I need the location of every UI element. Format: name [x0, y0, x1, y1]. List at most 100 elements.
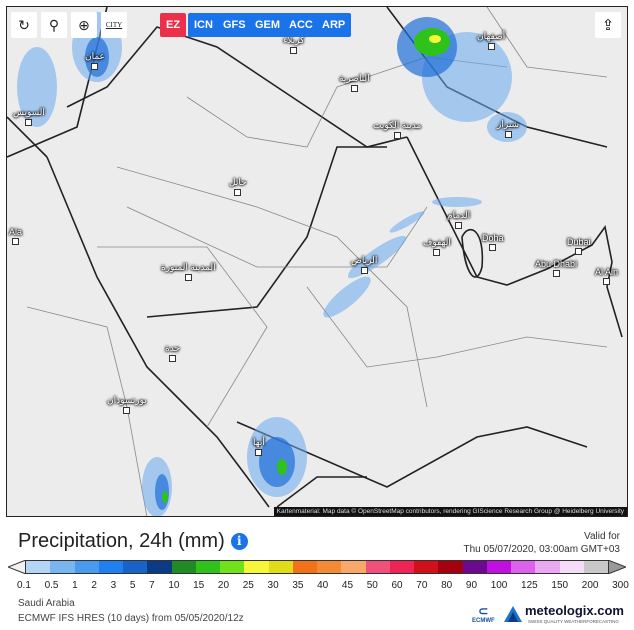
- scale-label: 150: [551, 580, 569, 591]
- info-icon[interactable]: i: [230, 533, 248, 550]
- location-button[interactable]: ⚲: [41, 12, 67, 38]
- scale-cell: [535, 561, 560, 573]
- map-pin-icon: ⚲: [48, 16, 60, 33]
- scale-label: 0.5: [44, 580, 59, 591]
- scale-cell: [511, 561, 536, 573]
- city-label: الهفوف: [423, 237, 451, 256]
- scale-cell: [268, 561, 293, 573]
- city-label: بورتسودان: [107, 395, 147, 414]
- city-label: مدينة الكويت: [373, 120, 421, 139]
- city-label: Doha: [482, 233, 504, 251]
- scale-label: 70: [416, 580, 428, 591]
- scale-cell: [195, 561, 220, 573]
- scale-label: 35: [292, 580, 304, 591]
- scale-label: 60: [391, 580, 403, 591]
- scale-cell: [341, 561, 366, 573]
- scale-label: 40: [317, 580, 329, 591]
- scale-cells: [25, 560, 609, 574]
- valid-time-value: Thu 05/07/2020, 03:00am GMT+03: [463, 544, 621, 555]
- scale-label: 1: [72, 580, 78, 591]
- scale-label: 30: [267, 580, 279, 591]
- city-label: الدمام: [447, 210, 470, 229]
- city-label: Abu Dhabi: [535, 259, 577, 277]
- ecmwf-logo: ⊂ ECMWF: [472, 604, 495, 624]
- model-acc-button[interactable]: ACC: [283, 13, 319, 37]
- region-label: Saudi Arabia: [18, 598, 75, 609]
- scale-cell: [74, 561, 99, 573]
- meteologix-logo-icon: [504, 606, 522, 622]
- scale-cell: [244, 561, 269, 573]
- scale-label: 100: [490, 580, 508, 591]
- city-label: عمان: [85, 51, 105, 70]
- city-label: أبها: [253, 437, 265, 456]
- valid-label: Valid for: [584, 531, 620, 542]
- legend-title: Precipitation, 24h (mm) i: [18, 530, 248, 553]
- share-button[interactable]: ⇪: [595, 12, 621, 38]
- scale-labels: 0.1 0.5 1 2 3 5 7 10 15 20 25 30 35 40 45 50 60 70 80 90 100…: [17, 580, 629, 591]
- scale-cell: [559, 561, 584, 573]
- city-label: السويس: [13, 107, 45, 126]
- scale-cell: [147, 561, 172, 573]
- scale-cell: [123, 561, 148, 573]
- city-toggle-button[interactable]: CITY: [101, 12, 127, 38]
- ecmwf-text: ECMWF: [472, 618, 495, 624]
- map-attribution: Kartenmaterial: Map data © OpenStreetMap…: [273, 507, 627, 516]
- model-gfs-button[interactable]: GFS: [217, 13, 252, 37]
- scale-label: 3: [110, 580, 117, 591]
- model-arp-button[interactable]: ARP: [316, 13, 352, 37]
- scale-cell: [389, 561, 414, 573]
- city-label: المدينة المنورة: [161, 262, 216, 281]
- city-label: Al Ain: [595, 267, 618, 285]
- model-run-label: ECMWF IFS HRES (10 days) from 05/05/2020…: [18, 613, 244, 624]
- scale-cell: [414, 561, 439, 573]
- city-label: حائل: [229, 177, 247, 196]
- scale-label: 25: [242, 580, 254, 591]
- scale-cell: [583, 561, 608, 573]
- city-label: أصفهان: [477, 31, 505, 50]
- scale-label: 7: [149, 580, 155, 591]
- scale-label: 5: [129, 580, 136, 591]
- scale-label: 300: [612, 580, 629, 591]
- weather-map[interactable]: Doha Abu Dhabi Dubai Al Ain الرياض المدي…: [6, 6, 628, 517]
- color-scale: [8, 560, 626, 574]
- scale-cell: [462, 561, 487, 573]
- scale-label: 125: [521, 580, 538, 591]
- scale-cell: [26, 561, 51, 573]
- scale-cell: [98, 561, 123, 573]
- scale-label: 50: [366, 580, 378, 591]
- scale-label: 2: [91, 580, 97, 591]
- scale-cell: [486, 561, 511, 573]
- share-icon: ⇪: [601, 17, 615, 34]
- model-icn-button[interactable]: ICN: [188, 13, 219, 37]
- city-label: كربلاء: [283, 35, 304, 54]
- scale-cell: [220, 561, 245, 573]
- city-label: جدة: [165, 343, 180, 362]
- refresh-icon: ↻: [18, 16, 30, 33]
- brand-name[interactable]: meteologix.com: [525, 603, 624, 618]
- scale-label: 90: [465, 580, 478, 591]
- scale-label: 10: [168, 580, 180, 591]
- city-icon: CITY: [105, 21, 123, 29]
- ecmwf-icon: ⊂: [478, 604, 489, 618]
- scale-label: 0.1: [17, 580, 31, 591]
- scale-cell: [171, 561, 196, 573]
- scale-label: 45: [341, 580, 354, 591]
- city-label: الرياض: [351, 255, 377, 274]
- scale-cell: [438, 561, 463, 573]
- scale-label: 200: [581, 580, 599, 591]
- scale-cell: [365, 561, 390, 573]
- model-ez-button[interactable]: EZ: [160, 13, 187, 37]
- city-label: الناصرية: [339, 73, 370, 92]
- city-label: Dubai: [567, 237, 591, 255]
- scale-label: 15: [193, 580, 205, 591]
- zoom-icon: ⊕: [78, 16, 90, 33]
- scale-cell: [292, 561, 317, 573]
- scale-cell: [317, 561, 342, 573]
- zoom-button[interactable]: ⊕: [71, 12, 97, 38]
- model-gem-button[interactable]: GEM: [249, 13, 287, 37]
- scale-label: 20: [217, 580, 230, 591]
- city-label: Ala: [9, 227, 22, 245]
- legend-title-text: Precipitation, 24h (mm): [18, 530, 225, 552]
- scale-label: 80: [441, 580, 453, 591]
- refresh-button[interactable]: ↻: [11, 12, 37, 38]
